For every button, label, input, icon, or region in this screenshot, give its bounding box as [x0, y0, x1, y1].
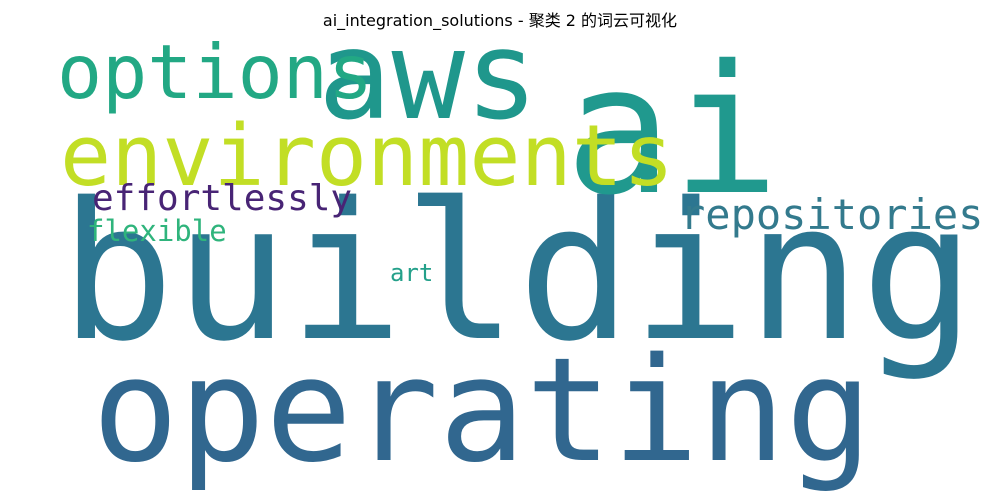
word-options: options: [57, 28, 374, 116]
word-building: building: [60, 162, 976, 383]
word-aws: aws: [318, 5, 539, 147]
word-ai: ai: [565, 27, 780, 234]
word-operating: operating: [92, 326, 873, 494]
word-flexible: flexible: [87, 214, 227, 248]
cloud-title: ai_integration_solutions - 聚类 2 的词云可视化: [322, 11, 678, 30]
word-repositories: repositories: [680, 190, 984, 239]
word-environments: environments: [60, 107, 675, 206]
word-art: art: [390, 259, 434, 287]
word-effortlessly: effortlessly: [92, 178, 353, 219]
